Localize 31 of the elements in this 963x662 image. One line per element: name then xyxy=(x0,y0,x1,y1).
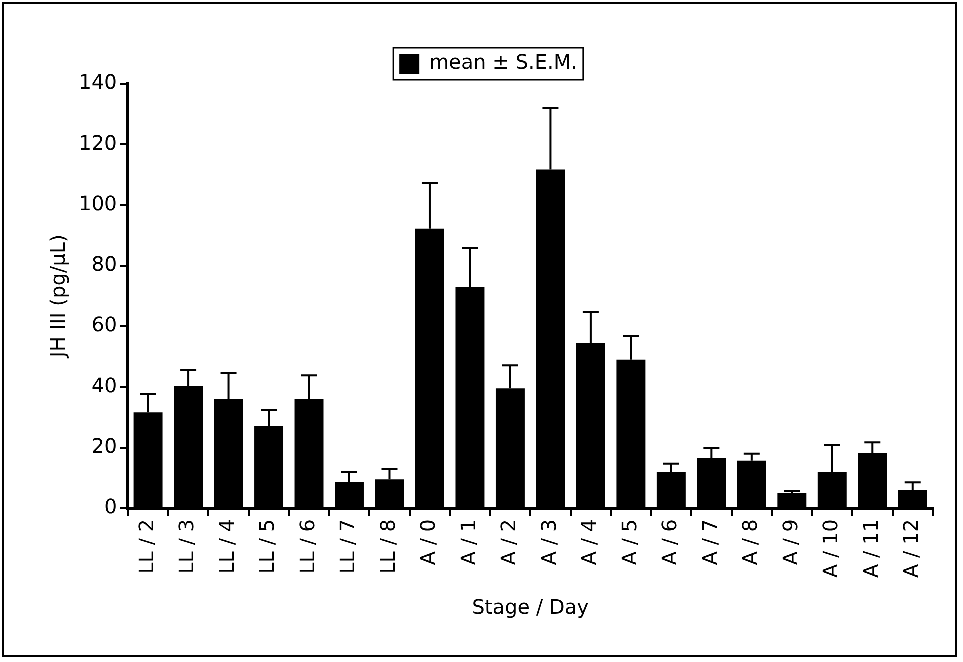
x-tick-label: LL / 7 xyxy=(336,519,360,574)
x-axis-title: Stage / Day xyxy=(472,595,590,620)
x-tick-label: A / 4 xyxy=(577,519,602,566)
y-tick-label: 120 xyxy=(78,130,118,155)
y-axis-title: JH III (pg/µL) xyxy=(46,234,70,360)
x-tick-label: A / 6 xyxy=(658,519,682,566)
y-tick-label: 60 xyxy=(92,312,118,337)
x-tick-label: A / 0 xyxy=(416,519,440,566)
x-tick-label: LL / 6 xyxy=(295,519,320,574)
y-tick-label: 100 xyxy=(78,191,118,216)
x-tick-label: A / 12 xyxy=(899,519,924,578)
y-tick-label: 20 xyxy=(92,434,118,458)
y-tick-label: 0 xyxy=(104,494,118,519)
x-tick-label: A / 3 xyxy=(536,519,561,566)
legend-label: mean ± S.E.M. xyxy=(430,50,578,74)
x-tick-label: A / 8 xyxy=(738,519,762,566)
x-tick-label: A / 9 xyxy=(778,519,802,566)
y-tick-label: 140 xyxy=(78,70,118,94)
x-tick-label: A / 5 xyxy=(617,519,642,566)
x-tick-label: LL / 2 xyxy=(134,519,158,574)
x-tick-label: LL / 8 xyxy=(376,519,400,574)
x-tick-label: A / 1 xyxy=(456,519,480,566)
x-tick-label: A / 7 xyxy=(698,519,722,566)
x-tick-label: A / 10 xyxy=(818,519,843,578)
x-tick-label: LL / 3 xyxy=(174,519,199,574)
x-tick-label: LL / 5 xyxy=(255,519,280,574)
y-tick-label: 80 xyxy=(92,252,118,276)
x-tick-label: LL / 4 xyxy=(214,519,239,574)
y-tick-label: 40 xyxy=(92,373,118,398)
x-tick-label: A / 2 xyxy=(496,519,521,566)
x-tick-label: A / 11 xyxy=(858,519,883,578)
